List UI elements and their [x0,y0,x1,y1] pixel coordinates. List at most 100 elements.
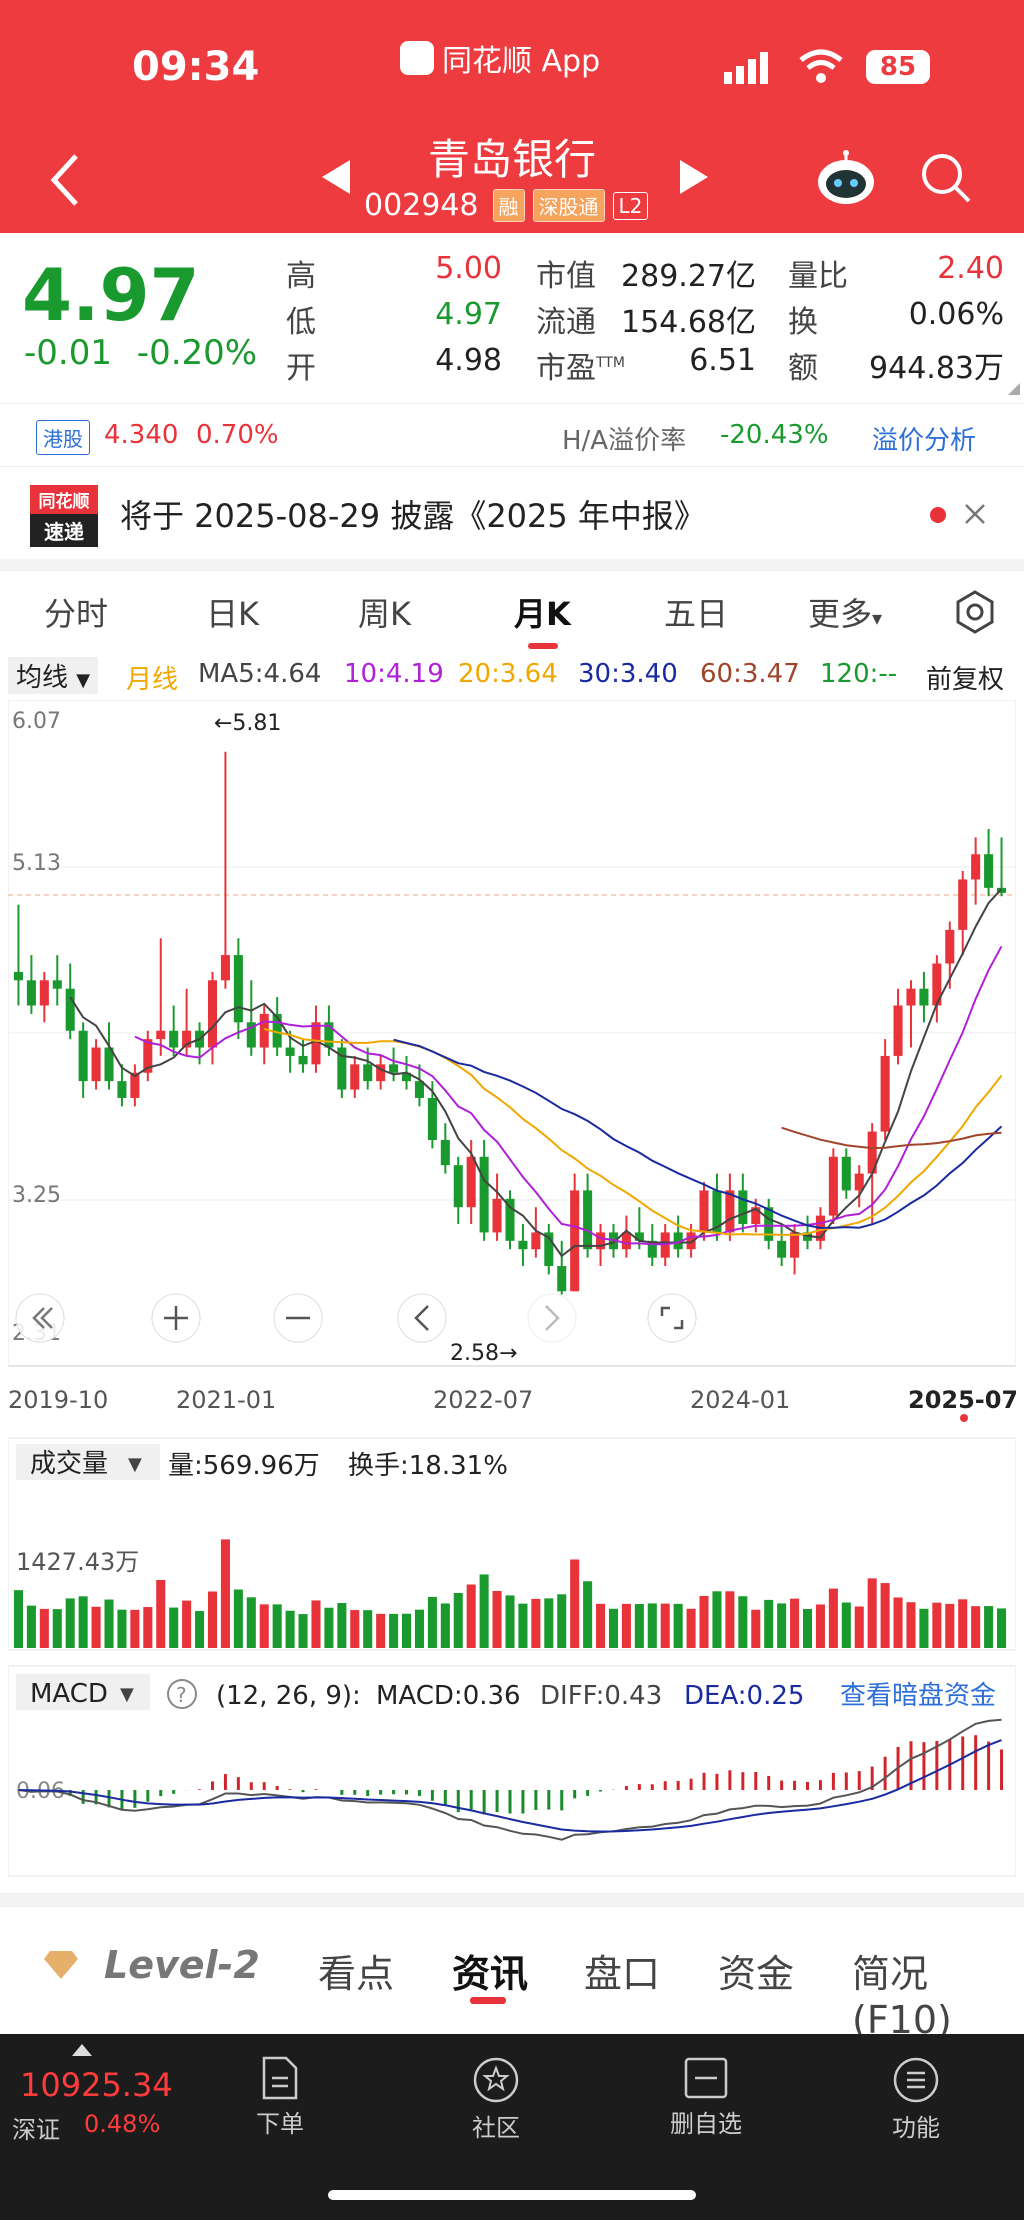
nav-community[interactable]: 社区 [436,2044,556,2143]
tab-news[interactable]: 资讯 [452,1952,529,1996]
volume-bar [195,1611,205,1648]
tab-intraday[interactable]: 分时 [44,595,109,633]
volume-bar [919,1608,929,1648]
app-name: 同花顺 App [442,44,601,79]
volume-bar [104,1599,114,1648]
volume-bar [984,1606,994,1648]
connect-tag: 深股通 [532,189,605,222]
tab-order-book[interactable]: 盘口 [584,1952,661,1996]
index-value[interactable]: 10925.34 [20,2066,173,2104]
caret-down-icon: ▼ [128,1454,142,1475]
nav-place-order[interactable]: 下单 [220,2044,340,2139]
chart-area[interactable]: 6.07 5.13 3.25 2.31 ←5.81 2.58→ 2019-10 … [7,699,1018,1882]
candle-body [880,1055,890,1132]
volume-bar [182,1600,192,1648]
volume-bar [259,1604,269,1648]
chart-settings-icon[interactable] [952,589,998,635]
ma-lines [69,888,1003,1258]
x-tick-2025-07: 2025-07 [908,1386,1016,1414]
tab-highlights[interactable]: 看点 [318,1952,395,1996]
volume-bar [738,1596,748,1648]
ma10-value: 10:4.19 [344,659,444,689]
candle-body [673,1232,683,1250]
hk-tag: 港股 [36,420,90,455]
margin-tag: 融 [492,189,525,222]
candle-body [893,1005,903,1056]
nav-label: 功能 [892,2114,940,2142]
volume-bar [143,1607,153,1648]
kline-chart[interactable]: 6.07 5.13 3.25 2.31 ←5.81 2.58→ 2019-10 … [7,699,1018,1882]
dark-pool-link[interactable]: 查看暗盘资金 [840,1681,996,1711]
volume-bar [427,1596,437,1648]
candle-body [867,1131,877,1174]
stat-high-value: 5.00 [435,251,502,286]
volume-dropdown[interactable]: 成交量 ▼ [16,1444,160,1480]
volume-axis-label: 1427.43万 [16,1548,139,1576]
fullscreen-button[interactable] [647,1293,697,1343]
candle-body [906,988,916,1006]
volume-bar [78,1596,88,1648]
notice-banner[interactable]: 同花顺 速递 将于 2025-08-29 披露《2025 年中报》 [0,467,1024,559]
candle-body [246,1022,256,1048]
header: 09:34 同花顺 App 85 青岛银行 002948 融 深股通 L2 [0,0,1024,233]
help-icon[interactable]: ? [167,1679,197,1709]
volume-bar [854,1606,864,1648]
volume-bar [91,1606,101,1648]
ai-assistant-icon[interactable] [815,150,877,206]
stat-low: 低 [286,297,316,341]
premium-analysis-link[interactable]: 溢价分析 [872,426,977,456]
cellular-signal-icon [724,52,768,84]
volume-bar [492,1590,502,1648]
adjust-mode[interactable]: 前复权 [926,665,1005,695]
volume-bar [790,1598,800,1648]
scroll-left-button[interactable] [397,1293,447,1343]
macd-dropdown[interactable]: MACD ▼ [16,1674,150,1710]
prev-stock-arrow-icon[interactable] [322,160,350,194]
close-icon[interactable] [964,503,986,525]
tab-monthly-k[interactable]: 月K [514,595,571,633]
ma60-line [781,1126,1002,1150]
back-arrow-icon[interactable] [46,150,82,210]
nav-remove-watchlist[interactable]: 删自选 [646,2044,766,2139]
nav-label: 社区 [472,2114,520,2142]
tab-capital[interactable]: 资金 [718,1952,795,1996]
volume-bar [505,1595,515,1648]
next-stock-arrow-icon[interactable] [680,160,708,194]
volume-bar [207,1591,218,1648]
hk-price: 4.340 [104,420,179,450]
tab-f10[interactable]: 简况(F10) [852,1952,952,2042]
ma-dropdown[interactable]: 均线 ▼ [8,657,99,694]
volume-bar [725,1591,735,1648]
zoom-out-button[interactable] [273,1293,323,1343]
tab-level2[interactable]: Level-2 [104,1943,260,1987]
tab-more[interactable]: 更多▾ [808,589,882,635]
candle-body [169,1030,179,1048]
bottom-bar: 10925.34 深证 0.48% 下单 社区 删自选 功能 [0,2034,1024,2220]
expand-corner-icon[interactable] [1008,383,1020,395]
candle-body [790,1232,800,1258]
collapse-control[interactable] [15,1293,65,1343]
volume-bar [945,1603,955,1648]
change-percent: -0.20% [136,333,258,373]
stat-volume-ratio-label: 量比 [788,259,848,294]
volume-bar [130,1609,140,1648]
hk-share-row[interactable]: 港股 4.340 0.70% H/A溢价率 -20.43% 溢价分析 [0,403,1024,467]
app-switch-tag[interactable]: 同花顺 App [400,36,600,80]
nav-functions[interactable]: 功能 [856,2044,976,2143]
scroll-right-button[interactable] [527,1293,577,1343]
zoom-in-button[interactable] [151,1293,201,1343]
volume-bar [298,1614,308,1648]
candle-body [233,955,243,1023]
candle-body [26,980,36,1006]
flash-news-logo: 同花顺 速递 [30,485,98,547]
tab-weekly-k[interactable]: 周K [358,595,411,633]
volume-bar [65,1598,75,1648]
search-icon[interactable] [920,152,972,204]
turnover-value: 换手:18.31% [348,1451,508,1481]
candle-body [39,980,49,1006]
tab-daily-k[interactable]: 日K [206,595,259,633]
candle-body [324,1022,334,1048]
tab-five-day[interactable]: 五日 [664,595,729,633]
candle-body [91,1047,101,1082]
volume-bar [401,1613,412,1648]
